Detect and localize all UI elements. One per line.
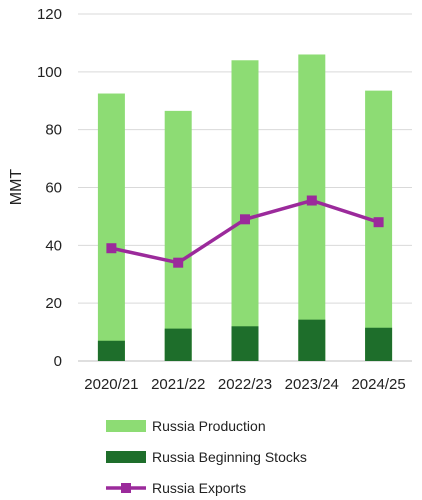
y-tick-label: 40	[45, 237, 62, 254]
legend-swatch	[106, 451, 146, 463]
y-tick-label: 60	[45, 180, 62, 197]
bar-beginning-stocks	[298, 319, 326, 361]
x-tick-label: 2020/21	[84, 376, 138, 393]
y-tick-label: 20	[45, 295, 62, 312]
legend-label: Russia Exports	[152, 480, 246, 496]
legend-swatch	[106, 420, 146, 432]
y-tick-label: 120	[37, 6, 62, 23]
bar-production	[231, 60, 259, 362]
x-tick-label: 2021/22	[151, 376, 205, 393]
bar-beginning-stocks	[365, 327, 393, 361]
bar-beginning-stocks	[164, 328, 192, 361]
legend-label: Russia Beginning Stocks	[152, 449, 307, 465]
exports-point	[373, 217, 384, 228]
x-tick-label: 2022/23	[218, 376, 272, 393]
exports-point	[240, 214, 250, 225]
x-tick-label: 2024/25	[351, 376, 405, 393]
legend-label: Russia Production	[152, 418, 266, 434]
bar-beginning-stocks	[231, 326, 259, 361]
exports-line	[106, 195, 384, 268]
exports-point	[173, 257, 184, 268]
x-tick-label: 2023/24	[285, 376, 339, 393]
y-axis-label: MMT	[8, 169, 25, 206]
bar-production	[298, 54, 326, 361]
x-axis-ticks: 2020/21 2021/22 2022/23 2023/24 2024/25	[84, 376, 405, 393]
legend-swatch-marker	[121, 483, 131, 493]
bar-beginning-stocks	[97, 340, 125, 361]
y-tick-label: 100	[37, 64, 62, 81]
y-axis-ticks: 0 20 40 60 80 100 120	[37, 6, 62, 370]
exports-point	[106, 243, 117, 254]
y-tick-label: 80	[45, 122, 62, 139]
bar-production	[164, 110, 192, 361]
legend: Russia Production Russia Beginning Stocks…	[106, 418, 307, 496]
bars	[97, 54, 393, 362]
y-tick-label: 0	[54, 353, 62, 370]
exports-point	[306, 195, 317, 206]
bar-production	[97, 93, 125, 361]
